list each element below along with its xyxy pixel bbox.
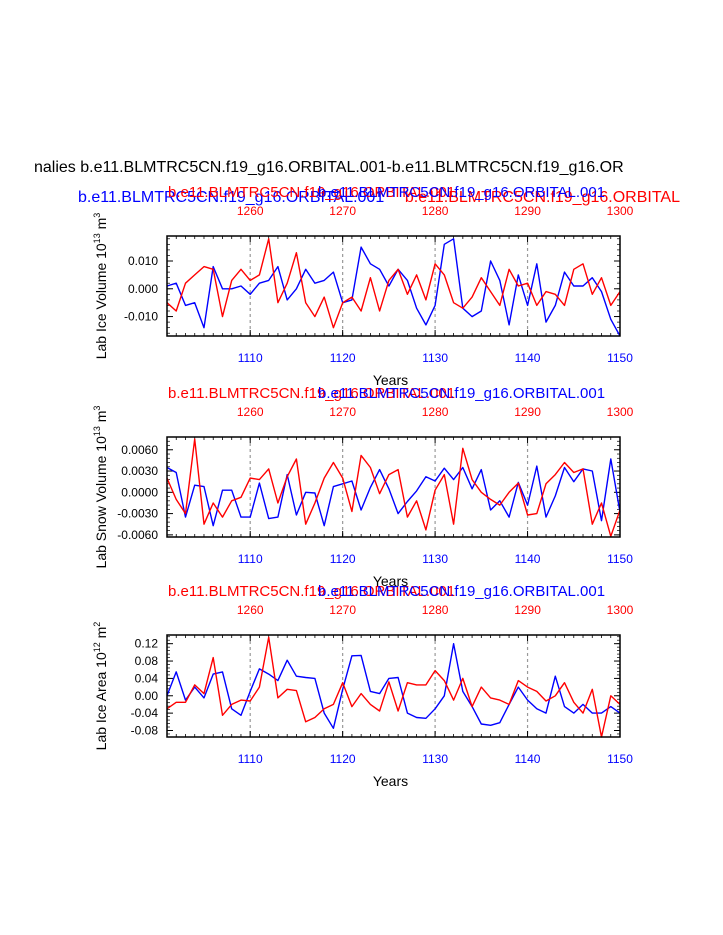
x-tick-label-bottom: 1120 <box>330 552 356 566</box>
y-tick-label: -0.0060 <box>117 528 158 542</box>
x-tick-label-top: 1300 <box>607 405 634 419</box>
x-tick-label-top: 1280 <box>422 204 449 218</box>
subtitle-right: b.e11.BLMTRC5CN.f19_g16.ORBITAL <box>405 189 680 206</box>
y-tick-label: 0.010 <box>128 254 158 268</box>
x-tick-label-bottom: 1110 <box>238 351 263 365</box>
x-tick-label-bottom: 1140 <box>515 552 541 566</box>
y-axis-label: Lab Ice Area 1012 m2 <box>92 622 109 751</box>
series-line-blue <box>166 238 621 337</box>
y-axis-label-part: m <box>93 411 109 427</box>
x-tick-label-top: 1300 <box>607 603 634 617</box>
plot-frame <box>166 235 621 337</box>
y-axis-label: Lab Ice Volume 1013 m3 <box>92 213 109 360</box>
x-tick-label-bottom: 1150 <box>607 351 633 365</box>
y-axis-label-part: Lab Ice Volume 10 <box>93 243 109 359</box>
x-tick-label-bottom: 1140 <box>515 351 541 365</box>
panel-title-red: b.e11.BLMTRC5CN.f19_g16.ORBITAL.001 <box>168 184 455 201</box>
y-tick-label: 0.0060 <box>121 443 158 457</box>
series-line-red <box>166 238 621 329</box>
x-tick-label-bottom: 1110 <box>238 552 263 566</box>
x-tick-label-top: 1270 <box>329 204 356 218</box>
x-tick-label-top: 1290 <box>514 405 541 419</box>
y-tick-label: 0.0030 <box>121 464 158 478</box>
main-title: nalies b.e11.BLMTRC5CN.f19_g16.ORBITAL.0… <box>34 159 624 176</box>
x-tick-label-bottom: 1130 <box>422 552 448 566</box>
x-tick-label-top: 1290 <box>514 204 541 218</box>
y-tick-label: -0.04 <box>131 706 159 720</box>
y-axis-label-part: 3 <box>92 406 102 411</box>
x-tick-label-bottom: 1110 <box>238 752 263 766</box>
panel-1: 1110 1120 1130 1140 1150 1260 1270 1280 1290 1300… <box>92 184 634 388</box>
plot-frame <box>166 634 621 738</box>
y-axis-label-part: 3 <box>92 213 102 218</box>
x-tick-label-bottom: 1130 <box>422 752 448 766</box>
y-axis-label: Lab Snow Volume 1013 m3 <box>92 406 109 569</box>
y-axis-label-part: 13 <box>92 426 102 436</box>
y-tick-label: -0.0030 <box>117 507 158 521</box>
panel-title-blue: b.e11.BLMTRC5CN.f19_g16.ORBITAL.001 <box>318 583 605 600</box>
series-line-blue <box>166 643 621 729</box>
y-axis-label-part: m <box>93 218 109 234</box>
x-tick-label-top: 1260 <box>237 204 264 218</box>
x-tick-label-top: 1270 <box>329 405 356 419</box>
y-tick-label: -0.010 <box>124 310 158 324</box>
x-tick-label-bottom: 1120 <box>330 752 356 766</box>
panel-title-blue: b.e11.BLMTRC5CN.f19_g16.ORBITAL.001 <box>318 385 605 402</box>
panel-3: 1110 1120 1130 1140 1150 1260 1270 1280 1290 1300… <box>92 583 634 789</box>
x-tick-label-top: 1290 <box>514 603 541 617</box>
x-tick-label-bottom: 1150 <box>607 752 633 766</box>
y-axis-label-part: Lab Ice Area 10 <box>93 652 109 750</box>
panel-title-red: b.e11.BLMTRC5CN.f19_g16.ORBITAL.001 <box>168 385 455 402</box>
panel-2: 1110 1120 1130 1140 1150 1260 1270 1280 1290 1300… <box>92 385 634 589</box>
y-axis-label-part: 13 <box>92 233 102 243</box>
panel-title-blue: b.e11.BLMTRC5CN.f19_g16.ORBITAL.001 <box>318 184 605 201</box>
subtitle-left: b.e11.BLMTRC5CN.f19_g16.ORBITAL.001 <box>78 189 384 206</box>
y-tick-label: 0.0000 <box>121 485 158 499</box>
y-tick-label: 0.12 <box>135 637 159 651</box>
x-tick-label-top: 1300 <box>607 204 634 218</box>
y-tick-label: 0.04 <box>135 671 159 685</box>
series-line-red <box>166 636 621 738</box>
x-tick-label-bottom: 1120 <box>330 351 356 365</box>
y-tick-label: 0.000 <box>128 282 158 296</box>
y-tick-label: 0.00 <box>135 689 159 703</box>
y-axis-label-part: Lab Snow Volume 10 <box>93 436 109 569</box>
y-axis-label-part: m <box>93 627 109 643</box>
x-tick-label-bottom: 1130 <box>422 351 448 365</box>
y-axis-label-part: 2 <box>92 622 102 627</box>
plot-frame <box>166 436 621 538</box>
x-axis-label: Years <box>373 573 408 589</box>
x-tick-label-top: 1280 <box>422 603 449 617</box>
panel-title-red: b.e11.BLMTRC5CN.f19_g16.ORBITAL.001 <box>168 583 455 600</box>
x-tick-label-top: 1260 <box>237 603 264 617</box>
x-tick-label-top: 1260 <box>237 405 264 419</box>
series-line-blue <box>166 458 621 527</box>
x-axis-label: Years <box>373 773 408 789</box>
x-axis-label: Years <box>373 372 408 388</box>
x-tick-label-top: 1270 <box>329 603 356 617</box>
series-line-red <box>166 438 621 537</box>
y-tick-label: -0.08 <box>131 723 159 737</box>
y-axis-label-part: 12 <box>92 642 102 652</box>
y-tick-label: 0.08 <box>135 654 159 668</box>
x-tick-label-bottom: 1150 <box>607 552 633 566</box>
x-tick-label-top: 1280 <box>422 405 449 419</box>
x-tick-label-bottom: 1140 <box>515 752 541 766</box>
